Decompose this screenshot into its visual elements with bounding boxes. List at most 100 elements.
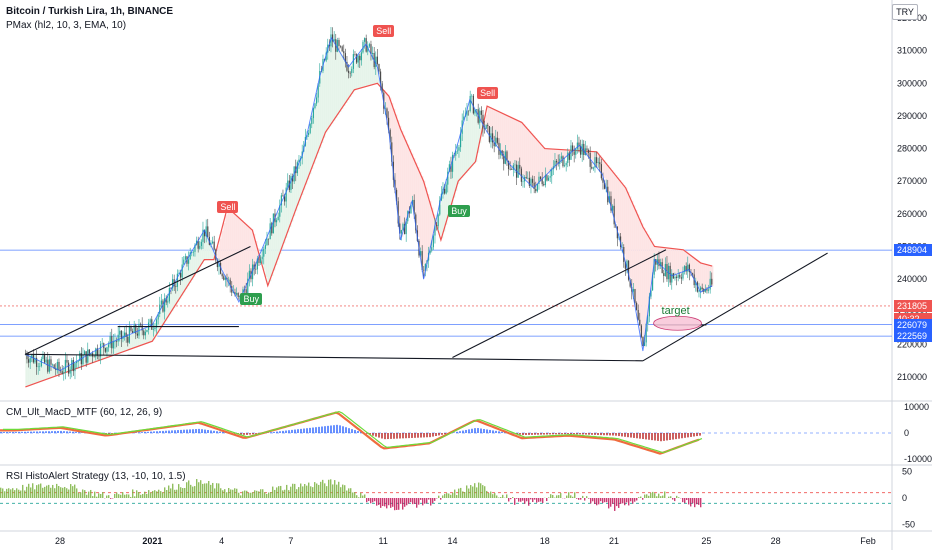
candle-body	[658, 259, 660, 267]
candle-body	[146, 329, 148, 332]
macd-histogram-bar	[663, 433, 665, 441]
macd-histogram-bar	[636, 433, 638, 439]
candle-body	[157, 314, 159, 320]
candle-body	[445, 184, 447, 194]
candle-body	[40, 359, 42, 367]
pmax-band	[295, 171, 298, 211]
rsi-pane-label[interactable]: RSI HistoAlert Strategy (13, -10, 10, 1.…	[6, 471, 186, 482]
macd-histogram-bar	[21, 431, 23, 433]
pmax-band	[143, 328, 146, 345]
candle-body	[343, 51, 345, 54]
candle-body	[223, 276, 225, 280]
candle-body	[179, 272, 182, 278]
rsi-histogram-bar	[216, 483, 218, 498]
candle-body	[711, 278, 713, 285]
candle-body	[503, 155, 505, 164]
pmax-band	[351, 63, 354, 95]
rsi-histogram-bar	[292, 483, 294, 498]
candle-body	[184, 256, 186, 260]
candle-body	[447, 171, 449, 185]
candle-body	[381, 83, 383, 93]
pmax-band	[235, 214, 238, 296]
rsi-histogram-bar	[146, 493, 148, 498]
pmax-band	[145, 327, 148, 344]
rsi-histogram-bar	[302, 486, 304, 498]
pmax-band	[511, 117, 514, 167]
pmax-band	[681, 249, 684, 273]
pmax-band	[561, 149, 564, 161]
candle-body	[639, 319, 641, 326]
rsi-histogram-bar	[642, 498, 644, 500]
pmax-band	[101, 347, 104, 360]
pmax-band	[627, 191, 630, 270]
macd-pane-label[interactable]: CM_Ult_MacD_MTF (60, 12, 26, 9)	[6, 407, 163, 418]
candle-body	[107, 344, 110, 348]
candle-body	[245, 289, 247, 294]
pmax-band	[413, 158, 416, 210]
candle-body	[280, 195, 282, 206]
pmax-band	[651, 241, 654, 285]
rsi-histogram-bar	[538, 498, 540, 502]
macd-histogram-bar	[564, 433, 566, 435]
macd-histogram-bar	[165, 430, 167, 433]
candle-body	[451, 154, 454, 172]
rsi-histogram-bar	[54, 488, 56, 498]
candle-body	[613, 205, 615, 225]
candle-body	[123, 332, 126, 337]
pmax-band	[623, 184, 626, 255]
candle-body	[331, 34, 334, 42]
rsi-histogram-bar	[148, 490, 150, 498]
macd-pane[interactable]	[0, 410, 892, 455]
candle-body	[680, 277, 682, 279]
candle-body	[235, 293, 238, 295]
indicator-legend[interactable]: PMax (hl2, 10, 3, EMA, 10)	[6, 20, 127, 31]
rsi-histogram-bar	[468, 488, 470, 498]
rsi-histogram-bar	[406, 498, 408, 506]
rsi-histogram-bar	[390, 498, 392, 508]
rsi-histogram-bar	[156, 491, 158, 498]
macd-histogram-bar	[201, 429, 203, 433]
rsi-histogram-bar	[410, 498, 412, 503]
candle-body	[53, 364, 55, 369]
candle-body	[218, 262, 220, 268]
candle-body	[213, 241, 215, 250]
pmax-band	[577, 147, 580, 151]
candle-body	[370, 44, 372, 54]
currency-badge[interactable]: TRY	[892, 4, 918, 20]
macd-histogram-bar	[438, 433, 440, 436]
pmax-band	[125, 336, 128, 351]
trendline	[25, 246, 251, 355]
macd-histogram-bar	[27, 431, 29, 433]
rsi-histogram-bar	[238, 492, 240, 498]
rsi-histogram-bar	[578, 498, 580, 500]
pmax-band	[679, 249, 682, 274]
candle-body	[688, 264, 690, 273]
macd-histogram-bar	[396, 433, 398, 439]
rsi-histogram-bar	[286, 484, 288, 498]
pmax-band	[695, 258, 698, 282]
rsi-histogram-bar	[476, 487, 478, 498]
candle-body	[551, 169, 553, 177]
candle-body	[74, 363, 76, 372]
rsi-histogram-bar	[502, 494, 504, 498]
macd-histogram-bar	[573, 433, 575, 435]
rsi-pane[interactable]	[0, 479, 892, 511]
rsi-histogram-bar	[656, 496, 658, 498]
rsi-histogram-bar	[622, 498, 624, 504]
candle-body	[114, 341, 116, 343]
macd-histogram-bar	[426, 433, 428, 438]
pmax-band	[629, 196, 632, 278]
pmax-band	[245, 223, 248, 288]
price-pane[interactable]	[0, 27, 892, 388]
pmax-band	[47, 364, 50, 380]
candle-body	[563, 165, 566, 167]
candle-body	[637, 309, 639, 320]
pmax-band	[201, 235, 204, 265]
pmax-band	[359, 52, 362, 89]
pmax-band	[591, 151, 594, 161]
candle-body	[352, 54, 354, 69]
pmax-band	[195, 245, 198, 274]
trendline	[642, 252, 828, 362]
